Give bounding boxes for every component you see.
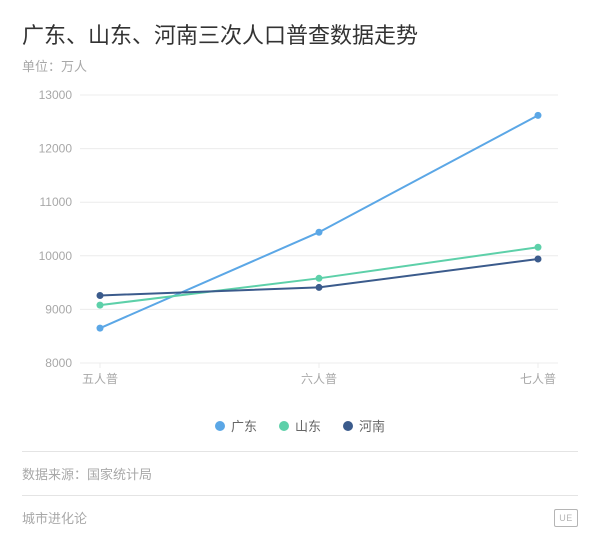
data-point	[97, 325, 104, 332]
legend-dot-icon	[215, 421, 225, 431]
y-tick-label: 9000	[45, 302, 72, 316]
legend-label: 山东	[295, 416, 321, 435]
brand-logo-icon: UE	[554, 509, 578, 527]
chart-legend: 广东 山东 河南	[22, 416, 578, 435]
data-point	[316, 284, 323, 291]
data-point	[97, 302, 104, 309]
legend-item: 河南	[343, 416, 385, 435]
chart-area: 8000 9000 10000 11000 12000 13000 五人普 六人普 七人普	[22, 83, 578, 408]
source-value: 国家统计局	[87, 467, 152, 482]
source-label: 数据来源：	[22, 467, 87, 482]
x-tick-label: 五人普	[82, 372, 118, 386]
legend-dot-icon	[279, 421, 289, 431]
y-tick-label: 8000	[45, 356, 72, 370]
data-point	[535, 244, 542, 251]
data-point	[535, 256, 542, 263]
line-chart-svg: 8000 9000 10000 11000 12000 13000 五人普 六人普 七人普	[22, 83, 578, 403]
x-tick-label: 七人普	[520, 372, 556, 386]
data-point	[97, 292, 104, 299]
y-tick-label: 13000	[39, 88, 73, 102]
legend-label: 河南	[359, 416, 385, 435]
brand-text: 城市进化论	[22, 508, 87, 527]
data-point	[316, 229, 323, 236]
y-tick-label: 12000	[39, 142, 73, 156]
legend-item: 山东	[279, 416, 321, 435]
legend-dot-icon	[343, 421, 353, 431]
data-point	[316, 275, 323, 282]
chart-subtitle: 单位：万人	[22, 56, 578, 75]
chart-title: 广东、山东、河南三次人口普查数据走势	[22, 18, 578, 50]
footer-brand-row: 城市进化论 UE	[22, 495, 578, 539]
legend-label: 广东	[231, 416, 257, 435]
legend-item: 广东	[215, 416, 257, 435]
y-tick-label: 11000	[40, 195, 73, 209]
y-tick-label: 10000	[39, 249, 73, 263]
footer-source-row: 数据来源：国家统计局	[22, 451, 578, 495]
data-point	[535, 112, 542, 119]
x-tick-label: 六人普	[301, 372, 337, 386]
